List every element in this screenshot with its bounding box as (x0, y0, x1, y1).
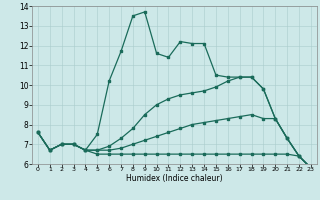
X-axis label: Humidex (Indice chaleur): Humidex (Indice chaleur) (126, 174, 223, 183)
